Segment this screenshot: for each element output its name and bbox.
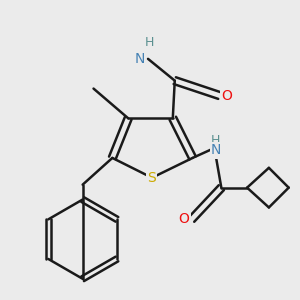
Text: O: O bbox=[179, 212, 190, 226]
Text: O: O bbox=[221, 88, 232, 103]
Text: N: N bbox=[211, 143, 221, 158]
Text: N: N bbox=[135, 52, 145, 66]
Text: H: H bbox=[211, 134, 220, 147]
Text: H: H bbox=[145, 36, 154, 49]
Text: S: S bbox=[148, 171, 156, 185]
